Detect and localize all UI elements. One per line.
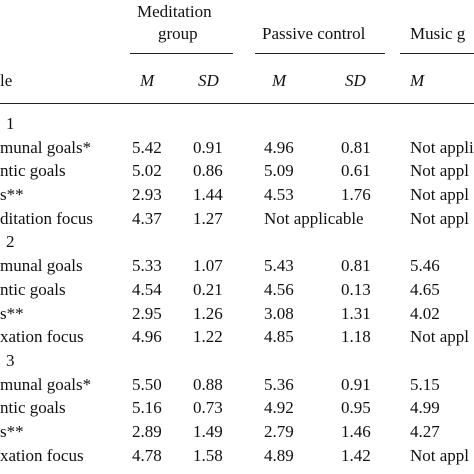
- meditation-sd-cell: 0.86: [193, 161, 223, 180]
- passive-sd-cell: 0.91: [341, 375, 371, 394]
- meditation-mean-cell: 4.78: [132, 446, 162, 465]
- meditation-sd-cell: 1.58: [193, 446, 223, 465]
- passive-sd-cell: 0.13: [341, 280, 371, 299]
- meditation-sd-cell: 1.27: [193, 209, 223, 228]
- row-variable: munal goals: [0, 256, 83, 275]
- meditation-mean-cell: 5.50: [132, 375, 162, 394]
- meditation-mean-cell: 5.02: [132, 161, 162, 180]
- passive-mean-header: M: [272, 71, 287, 90]
- meditation-mean-cell: 2.95: [132, 304, 162, 323]
- passive-sd-header: SD: [345, 71, 366, 90]
- music-mean-cell: 4.65: [410, 280, 440, 299]
- meditation-group-rule: [130, 53, 233, 54]
- passive-mean-cell: 4.96: [264, 138, 294, 157]
- music-mean-cell: Not appl: [410, 327, 470, 346]
- row-variable: s**: [0, 304, 24, 323]
- music-mean-cell: 4.02: [410, 304, 440, 323]
- music-mean-cell: 4.99: [410, 398, 440, 417]
- row-variable: ntic goals: [0, 398, 66, 417]
- passive-mean-cell: 4.89: [264, 446, 294, 465]
- passive-sd-cell: 0.81: [341, 256, 371, 275]
- meditation-sd-cell: 0.21: [193, 280, 223, 299]
- meditation-mean-cell: 2.89: [132, 422, 162, 441]
- meditation-mean-cell: 4.54: [132, 280, 162, 299]
- passive-mean-cell: 4.85: [264, 327, 294, 346]
- music-mean-cell: Not appl: [410, 446, 470, 465]
- passive-sd-cell: 1.42: [341, 446, 371, 465]
- meditation-sd-cell: 0.91: [193, 138, 223, 157]
- passive-sd-cell: 1.76: [341, 185, 371, 204]
- music-mean-header: M: [410, 71, 425, 90]
- meditation-sd-cell: 0.73: [193, 398, 223, 417]
- passive-sd-cell: 0.61: [341, 161, 371, 180]
- passive-sd-cell: 1.46: [341, 422, 371, 441]
- meditation-mean-cell: 5.33: [132, 256, 162, 275]
- music-mean-cell: Not appl: [410, 161, 470, 180]
- passive-mean-cell: 5.09: [264, 161, 294, 180]
- passive-not-applicable-cell: Not applicable: [264, 209, 364, 228]
- passive-mean-cell: 4.53: [264, 185, 294, 204]
- music-mean-cell: Not appl: [410, 209, 470, 228]
- music-mean-cell: 4.27: [410, 422, 440, 441]
- passive-mean-cell: 4.56: [264, 280, 294, 299]
- meditation-sd-cell: 0.88: [193, 375, 223, 394]
- row-variable: ntic goals: [0, 280, 66, 299]
- row-variable: ntic goals: [0, 161, 66, 180]
- meditation-group-header-line1: Meditation: [137, 2, 212, 21]
- meditation-sd-cell: 1.49: [193, 422, 223, 441]
- meditation-mean-cell: 4.37: [132, 209, 162, 228]
- music-mean-cell: Not appl: [410, 185, 470, 204]
- passive-sd-cell: 1.18: [341, 327, 371, 346]
- header-bottom-rule: [0, 103, 474, 104]
- passive-mean-cell: 3.08: [264, 304, 294, 323]
- music-group-rule: [400, 53, 474, 54]
- passive-control-rule: [255, 53, 385, 54]
- meditation-sd-cell: 1.26: [193, 304, 223, 323]
- section-label: 3: [6, 351, 15, 370]
- passive-mean-cell: 5.36: [264, 375, 294, 394]
- passive-control-header: Passive control: [262, 24, 366, 43]
- meditation-mean-cell: 5.16: [132, 398, 162, 417]
- section-label: 2: [6, 232, 15, 251]
- row-variable: munal goals*: [0, 375, 92, 394]
- row-variable: xation focus: [0, 327, 84, 346]
- passive-sd-cell: 0.81: [341, 138, 371, 157]
- meditation-group-header-line2: group: [158, 24, 198, 43]
- passive-mean-cell: 5.43: [264, 256, 294, 275]
- row-variable: ditation focus: [0, 209, 94, 228]
- row-variable: s**: [0, 185, 24, 204]
- passive-mean-cell: 4.92: [264, 398, 294, 417]
- row-variable: s**: [0, 422, 24, 441]
- meditation-mean-cell: 5.42: [132, 138, 162, 157]
- meditation-sd-cell: 1.44: [193, 185, 223, 204]
- meditation-mean-header: M: [140, 71, 155, 90]
- music-mean-cell: Not appli: [410, 138, 474, 157]
- meditation-mean-cell: 2.93: [132, 185, 162, 204]
- meditation-sd-cell: 1.07: [193, 256, 223, 275]
- music-group-header: Music g: [410, 24, 466, 43]
- section-label: 1: [6, 114, 15, 133]
- meditation-mean-cell: 4.96: [132, 327, 162, 346]
- row-variable: xation focus: [0, 446, 84, 465]
- music-mean-cell: 5.15: [410, 375, 440, 394]
- variable-header: le: [0, 71, 13, 90]
- passive-mean-cell: 2.79: [264, 422, 294, 441]
- passive-sd-cell: 0.95: [341, 398, 371, 417]
- row-variable: munal goals*: [0, 138, 92, 157]
- music-mean-cell: 5.46: [410, 256, 440, 275]
- meditation-sd-header: SD: [198, 71, 219, 90]
- meditation-sd-cell: 1.22: [193, 327, 223, 346]
- passive-sd-cell: 1.31: [341, 304, 371, 323]
